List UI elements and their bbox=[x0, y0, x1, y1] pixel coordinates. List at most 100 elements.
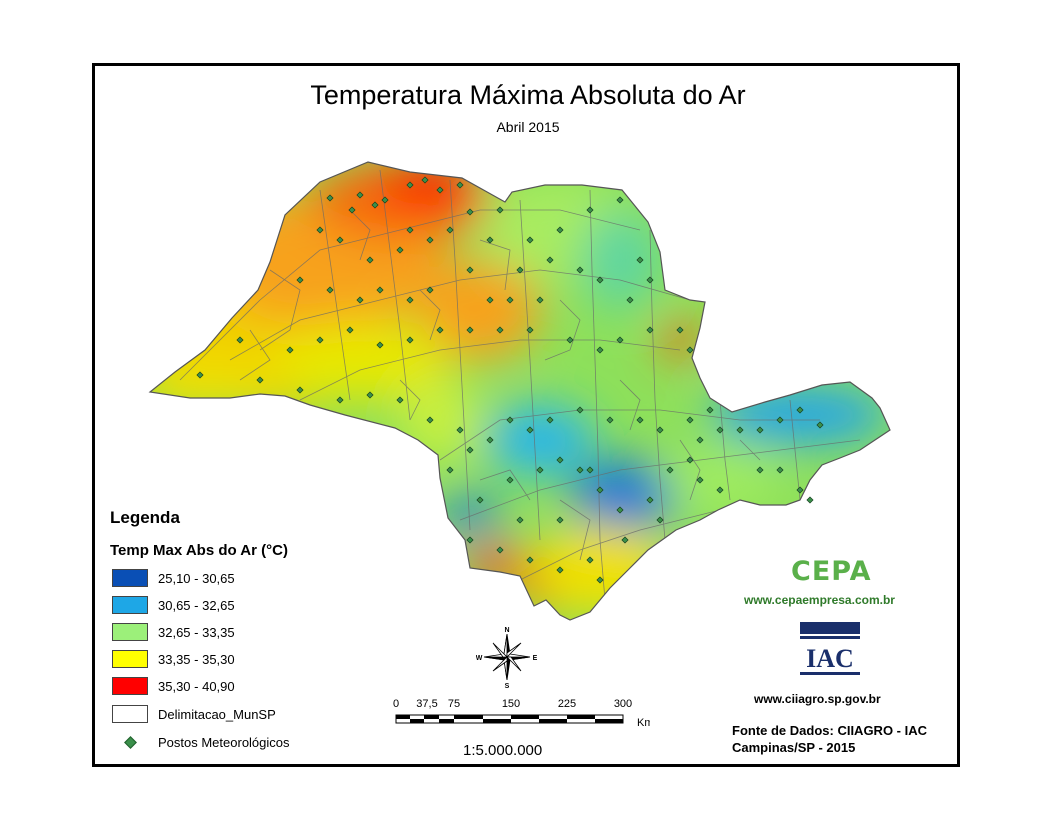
legend-swatch bbox=[112, 596, 148, 614]
station-marker bbox=[796, 486, 804, 494]
weather-stations bbox=[196, 176, 824, 584]
station-marker bbox=[406, 296, 414, 304]
station-marker bbox=[456, 181, 464, 189]
cepa-url: www.cepaempresa.com.br bbox=[744, 593, 895, 607]
station-marker bbox=[426, 236, 434, 244]
station-marker bbox=[436, 186, 444, 194]
station-marker bbox=[496, 206, 504, 214]
station-marker bbox=[576, 266, 584, 274]
station-marker bbox=[596, 346, 604, 354]
scale-bar: 0 37,5 75 150 225 300 Km bbox=[393, 698, 650, 729]
map-title: Temperatura Máxima Absoluta do Ar bbox=[310, 80, 746, 110]
station-marker bbox=[466, 536, 474, 544]
station-marker bbox=[486, 236, 494, 244]
iac-logo: IAC bbox=[800, 622, 860, 675]
station-marker bbox=[586, 466, 594, 474]
legend-heading: Legenda bbox=[110, 508, 180, 527]
station-marker bbox=[656, 516, 664, 524]
station-marker bbox=[236, 336, 244, 344]
station-marker bbox=[616, 196, 624, 204]
scale-ratio: 1:5.000.000 bbox=[463, 742, 543, 759]
scale-tick-label: 225 bbox=[558, 698, 576, 710]
station-marker bbox=[446, 466, 454, 474]
station-marker bbox=[421, 176, 429, 184]
legend-swatch bbox=[112, 650, 148, 668]
station-marker bbox=[636, 256, 644, 264]
cepa-logo: CEPA bbox=[791, 556, 872, 587]
legend-swatch bbox=[112, 705, 148, 723]
scale-unit: Km bbox=[637, 717, 650, 729]
station-marker bbox=[426, 286, 434, 294]
station-marker bbox=[286, 346, 294, 354]
station-marker bbox=[556, 516, 564, 524]
station-marker bbox=[406, 226, 414, 234]
station-marker bbox=[506, 476, 514, 484]
station-marker bbox=[516, 516, 524, 524]
station-marker bbox=[336, 236, 344, 244]
station-marker bbox=[376, 286, 384, 294]
compass-s: S bbox=[505, 683, 510, 688]
legend-label: 25,10 - 30,65 bbox=[158, 571, 235, 586]
compass-w: W bbox=[476, 655, 483, 662]
station-marker bbox=[406, 336, 414, 344]
station-marker bbox=[466, 208, 474, 216]
station-marker bbox=[566, 336, 574, 344]
station-marker bbox=[686, 456, 694, 464]
scale-tick-label: 300 bbox=[614, 698, 632, 710]
legend-label: 30,65 - 32,65 bbox=[158, 598, 235, 613]
station-marker bbox=[346, 326, 354, 334]
legend-swatch bbox=[112, 677, 148, 695]
station-marker bbox=[676, 326, 684, 334]
station-marker bbox=[366, 256, 374, 264]
station-marker bbox=[256, 376, 264, 384]
station-marker bbox=[526, 236, 534, 244]
legend-label: Delimitacao_MunSP bbox=[158, 707, 276, 722]
station-marker bbox=[716, 426, 724, 434]
station-marker bbox=[196, 371, 204, 379]
legend-label: Postos Meteorológicos bbox=[158, 735, 290, 750]
station-marker bbox=[696, 476, 704, 484]
station-marker bbox=[696, 436, 704, 444]
station-marker bbox=[616, 336, 624, 344]
station-marker bbox=[776, 466, 784, 474]
compass-n: N bbox=[504, 627, 509, 634]
station-marker bbox=[406, 181, 414, 189]
compass-rose-icon: N S W E bbox=[476, 627, 538, 688]
station-marker bbox=[536, 296, 544, 304]
station-marker bbox=[396, 246, 404, 254]
station-marker bbox=[296, 386, 304, 394]
station-marker bbox=[466, 446, 474, 454]
station-marker bbox=[516, 266, 524, 274]
station-marker bbox=[486, 436, 494, 444]
station-marker bbox=[296, 276, 304, 284]
legend-variable: Temp Max Abs do Ar (°C) bbox=[110, 542, 288, 559]
legend-swatch bbox=[112, 569, 148, 587]
station-marker bbox=[621, 536, 629, 544]
station-marker bbox=[666, 466, 674, 474]
station-marker bbox=[436, 326, 444, 334]
station-marker bbox=[556, 456, 564, 464]
station-marker bbox=[456, 426, 464, 434]
station-marker bbox=[466, 326, 474, 334]
map-subtitle: Abril 2015 bbox=[496, 119, 560, 135]
scale-tick-label: 75 bbox=[448, 698, 460, 710]
station-marker bbox=[596, 576, 604, 584]
station-marker bbox=[496, 546, 504, 554]
station-marker bbox=[371, 201, 379, 209]
station-marker bbox=[796, 406, 804, 414]
station-marker bbox=[646, 496, 654, 504]
data-source: Fonte de Dados: CIIAGRO - IAC bbox=[732, 723, 927, 738]
station-marker bbox=[476, 496, 484, 504]
station-marker bbox=[756, 466, 764, 474]
station-marker bbox=[326, 194, 334, 202]
station-marker bbox=[486, 296, 494, 304]
municipal-boundaries bbox=[179, 169, 861, 601]
station-marker bbox=[546, 416, 554, 424]
legend-label: 35,30 - 40,90 bbox=[158, 679, 235, 694]
station-marker bbox=[776, 416, 784, 424]
station-marker bbox=[366, 391, 374, 399]
station-marker bbox=[646, 326, 654, 334]
station-marker bbox=[586, 556, 594, 564]
station-marker bbox=[526, 326, 534, 334]
